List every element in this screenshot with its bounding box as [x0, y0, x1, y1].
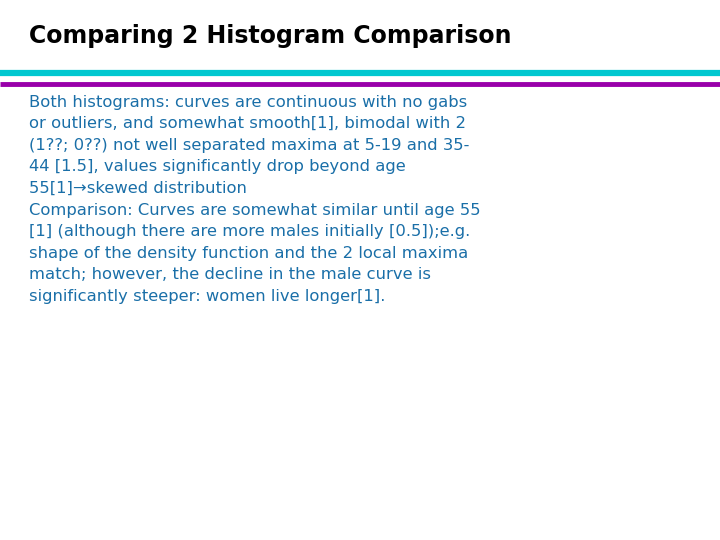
Text: Comparing 2 Histogram Comparison: Comparing 2 Histogram Comparison	[29, 24, 511, 48]
Text: Both histograms: curves are continuous with no gabs
or outliers, and somewhat sm: Both histograms: curves are continuous w…	[29, 94, 480, 304]
